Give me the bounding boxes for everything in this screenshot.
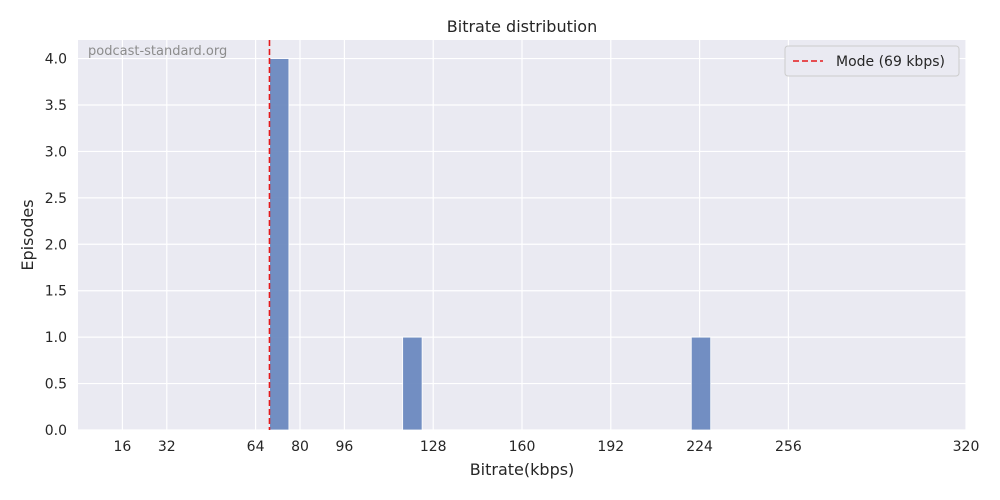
y-axis-title: Episodes: [18, 199, 37, 270]
y-tick-label: 0.5: [45, 377, 67, 393]
x-tick-label: 256: [775, 439, 802, 455]
x-axis-title: Bitrate(kbps): [470, 460, 575, 479]
histogram-bar: [690, 336, 712, 431]
y-tick-label: 3.5: [45, 98, 67, 114]
x-tick-label: 320: [953, 439, 980, 455]
legend: Mode (69 kbps): [784, 45, 960, 77]
x-tick-label: 128: [420, 439, 447, 455]
x-tick-label: 96: [335, 439, 353, 455]
y-tick-label: 1.5: [45, 284, 67, 300]
x-tick-label: 192: [597, 439, 624, 455]
y-tick-label: 2.0: [45, 237, 67, 253]
x-tick-label: 224: [686, 439, 713, 455]
y-tick-label: 0.0: [45, 423, 67, 439]
tick-labels: 16 32 64 80 96 128 160 192 224 256 320 0.0 0.5 1.0 1.5…: [45, 52, 980, 455]
watermark: podcast-standard.org: [88, 44, 227, 59]
y-tick-label: 1.0: [45, 330, 67, 346]
y-tick-label: 4.0: [45, 52, 67, 68]
x-tick-label: 16: [113, 439, 131, 455]
legend-box: [784, 45, 960, 77]
y-tick-label: 2.5: [45, 191, 67, 207]
legend-label-mode: Mode (69 kbps): [836, 54, 945, 70]
x-tick-label: 64: [247, 439, 265, 455]
y-tick-label: 3.0: [45, 144, 67, 160]
histogram-bar: [402, 336, 423, 431]
chart-title: Bitrate distribution: [447, 17, 597, 36]
x-tick-label: 160: [509, 439, 536, 455]
x-tick-label: 80: [291, 439, 309, 455]
x-tick-label: 32: [158, 439, 176, 455]
histogram-bar: [269, 58, 290, 431]
bars: [269, 58, 712, 431]
